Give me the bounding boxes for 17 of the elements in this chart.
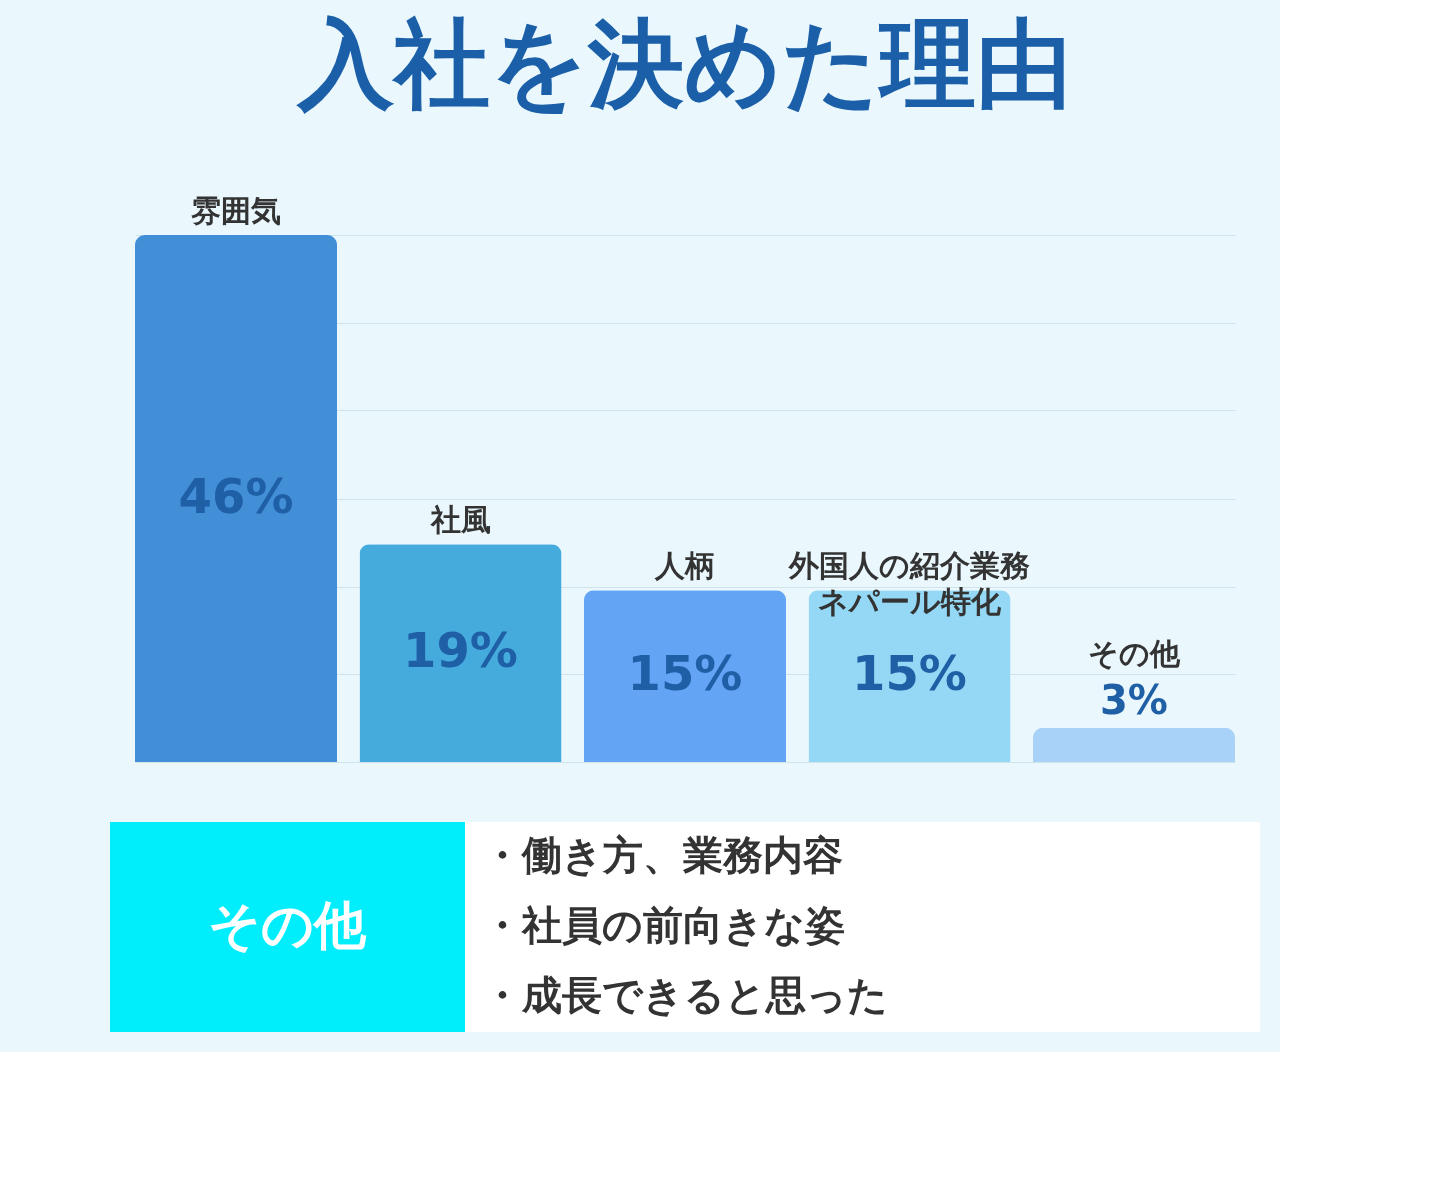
- data-label: 19%: [403, 622, 518, 679]
- bar: [1032, 727, 1235, 762]
- x-tick-label: 雰囲気: [191, 193, 282, 228]
- data-label: 15%: [852, 645, 967, 702]
- text: ・社員の前向きな姿: [482, 902, 845, 948]
- text: ・働き方、業務内容: [482, 832, 843, 878]
- text: その他: [208, 895, 367, 955]
- text: ・成長できると思った: [482, 972, 888, 1018]
- bar: [359, 544, 562, 762]
- x-tick-label: 人柄: [654, 548, 715, 584]
- chart-title: 入社を決めた理由: [296, 8, 1072, 120]
- data-label: 15%: [627, 645, 743, 702]
- bar: [135, 235, 338, 762]
- bar: [583, 590, 787, 762]
- x-tick-label: 外国人の紹介業務ネパール特化: [787, 548, 1030, 620]
- x-tick-label: 社風: [429, 502, 491, 538]
- data-label: 3%: [1100, 676, 1168, 723]
